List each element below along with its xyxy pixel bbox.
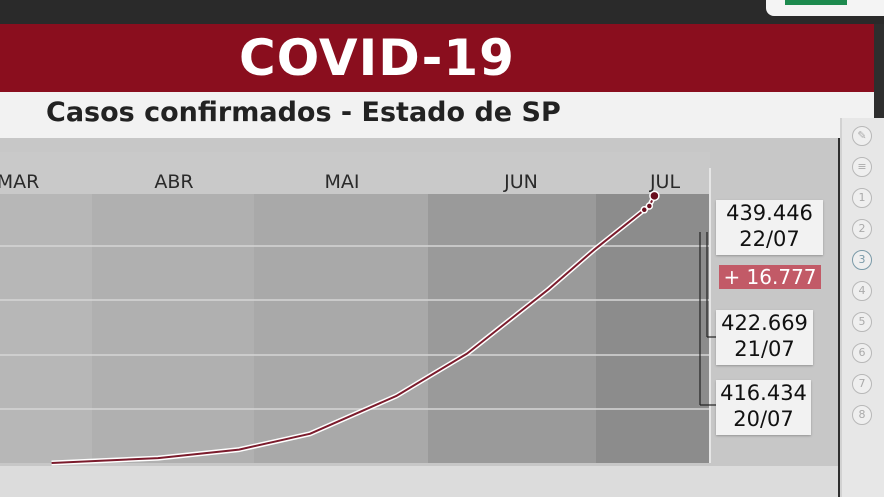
callout-older-date: 20/07 — [733, 407, 794, 431]
data-point — [649, 190, 660, 202]
toolbar-button-2[interactable]: 2 — [852, 219, 872, 239]
callout-older: 416.434 20/07 — [716, 380, 811, 435]
annotation-toolbar: ✎ ≡ 1 2 3 4 5 6 7 8 — [840, 118, 884, 497]
callout-previous-value: 422.669 — [721, 311, 808, 335]
callout-latest: 439.446 22/07 — [716, 200, 823, 255]
toolbar-button-5[interactable]: 5 — [852, 312, 872, 332]
data-point — [645, 202, 654, 210]
month-band — [92, 194, 254, 463]
x-tick-label: MAR — [0, 171, 39, 193]
page-title: COVID-19 — [239, 29, 515, 87]
green-indicator — [785, 0, 847, 5]
callout-previous: 422.669 21/07 — [716, 310, 813, 365]
data-point — [640, 206, 649, 214]
toolbar-button-1[interactable]: 1 — [852, 188, 872, 208]
note-icon[interactable]: ≡ — [852, 157, 872, 177]
pen-icon[interactable]: ✎ — [852, 126, 872, 146]
x-tick-label: MAI — [325, 171, 360, 193]
chart-subtitle: Casos confirmados - Estado de SP — [46, 97, 561, 128]
x-tick-label: ABR — [154, 171, 193, 193]
callout-latest-value: 439.446 — [726, 201, 813, 225]
month-band — [596, 194, 710, 463]
x-tick-label: JUN — [503, 171, 538, 193]
month-band — [0, 194, 92, 463]
month-band — [428, 194, 596, 463]
toolbar-button-6[interactable]: 6 — [852, 343, 872, 363]
toolbar-button-3[interactable]: 3 — [852, 250, 872, 270]
month-header-band — [0, 152, 710, 194]
title-banner: COVID-19 — [0, 24, 874, 92]
toolbar-button-8[interactable]: 8 — [852, 405, 872, 425]
callout-latest-date: 22/07 — [739, 227, 800, 251]
x-tick-label: JUL — [649, 171, 681, 193]
toolbar-button-4[interactable]: 4 — [852, 281, 872, 301]
subtitle-banner — [0, 92, 874, 138]
callout-previous-date: 21/07 — [734, 337, 795, 361]
top-strip — [0, 0, 884, 24]
delta-badge: + 16.777 — [719, 265, 821, 289]
callout-older-value: 416.434 — [720, 381, 807, 405]
toolbar-button-7[interactable]: 7 — [852, 374, 872, 394]
bottom-strip — [0, 466, 838, 497]
